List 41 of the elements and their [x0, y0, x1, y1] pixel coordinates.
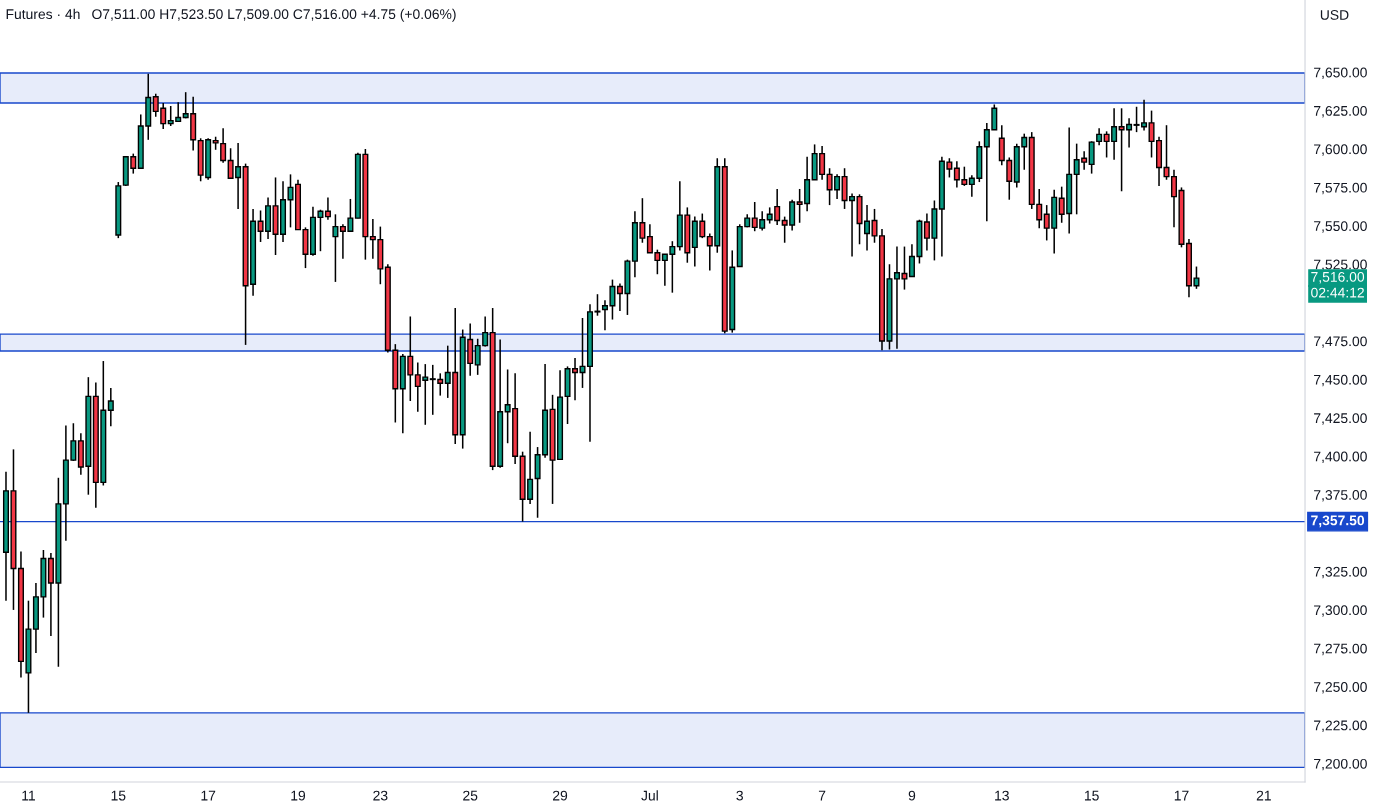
y-tick-label: 7,250.00 — [1314, 682, 1367, 694]
x-tick-label: 23 — [373, 790, 388, 801]
x-tick-label: 15 — [111, 790, 126, 801]
x-tick-label: 17 — [1174, 790, 1189, 801]
candlestick — [332, 213, 339, 283]
x-tick-label: 13 — [995, 790, 1009, 801]
y-tick-label: 7,375.00 — [1314, 490, 1367, 502]
y-tick-label: 7,400.00 — [1314, 451, 1367, 464]
x-tick-label: 21 — [1256, 790, 1271, 801]
x-tick-label: 29 — [553, 790, 568, 801]
y-tick-label: 7,200.00 — [1314, 758, 1367, 771]
y-tick-label: 7,475.00 — [1314, 336, 1367, 348]
y-tick-label: 7,300.00 — [1314, 605, 1367, 617]
y-tick-label: 7,575.00 — [1314, 182, 1367, 195]
y-tick-label: 7,275.00 — [1314, 643, 1367, 656]
text: Futures · 4h — [6, 8, 80, 20]
x-tick-label: 11 — [22, 790, 35, 801]
y-tick-label: 7,450.00 — [1314, 374, 1367, 387]
text: 7,516.00 — [1311, 271, 1365, 284]
text: USD — [1320, 10, 1349, 20]
y-tick-label: 7,225.00 — [1314, 720, 1367, 732]
text: 02:44:12 — [1311, 287, 1364, 298]
x-tick-label: Jul — [641, 790, 658, 801]
x-tick-label: 25 — [463, 790, 478, 801]
y-tick-label: 7,625.00 — [1314, 105, 1367, 118]
y-tick-label: 7,650.00 — [1314, 67, 1367, 80]
x-tick-label: 7 — [818, 790, 826, 801]
candlestick — [107, 387, 114, 428]
x-tick-label: 3 — [736, 790, 743, 801]
y-tick-label: 7,525.00 — [1314, 259, 1367, 272]
y-tick-label: 7,550.00 — [1314, 221, 1367, 233]
y-tick-label: 7,600.00 — [1314, 144, 1367, 156]
y-tick-label: 7,325.00 — [1314, 566, 1367, 579]
ref-line-label: 7,357.50 — [1311, 515, 1365, 528]
x-tick-label: 9 — [908, 790, 916, 801]
y-tick-label: 7,425.00 — [1314, 413, 1367, 425]
text: O7,511.00 H7,523.50 L7,509.00 C7,516.00 +4.75 (+0.06%) — [92, 8, 456, 22]
x-tick-label: 15 — [1084, 790, 1099, 801]
candlestick — [324, 196, 331, 221]
x-tick-label: 19 — [291, 790, 306, 801]
x-tick-label: 17 — [201, 790, 216, 801]
